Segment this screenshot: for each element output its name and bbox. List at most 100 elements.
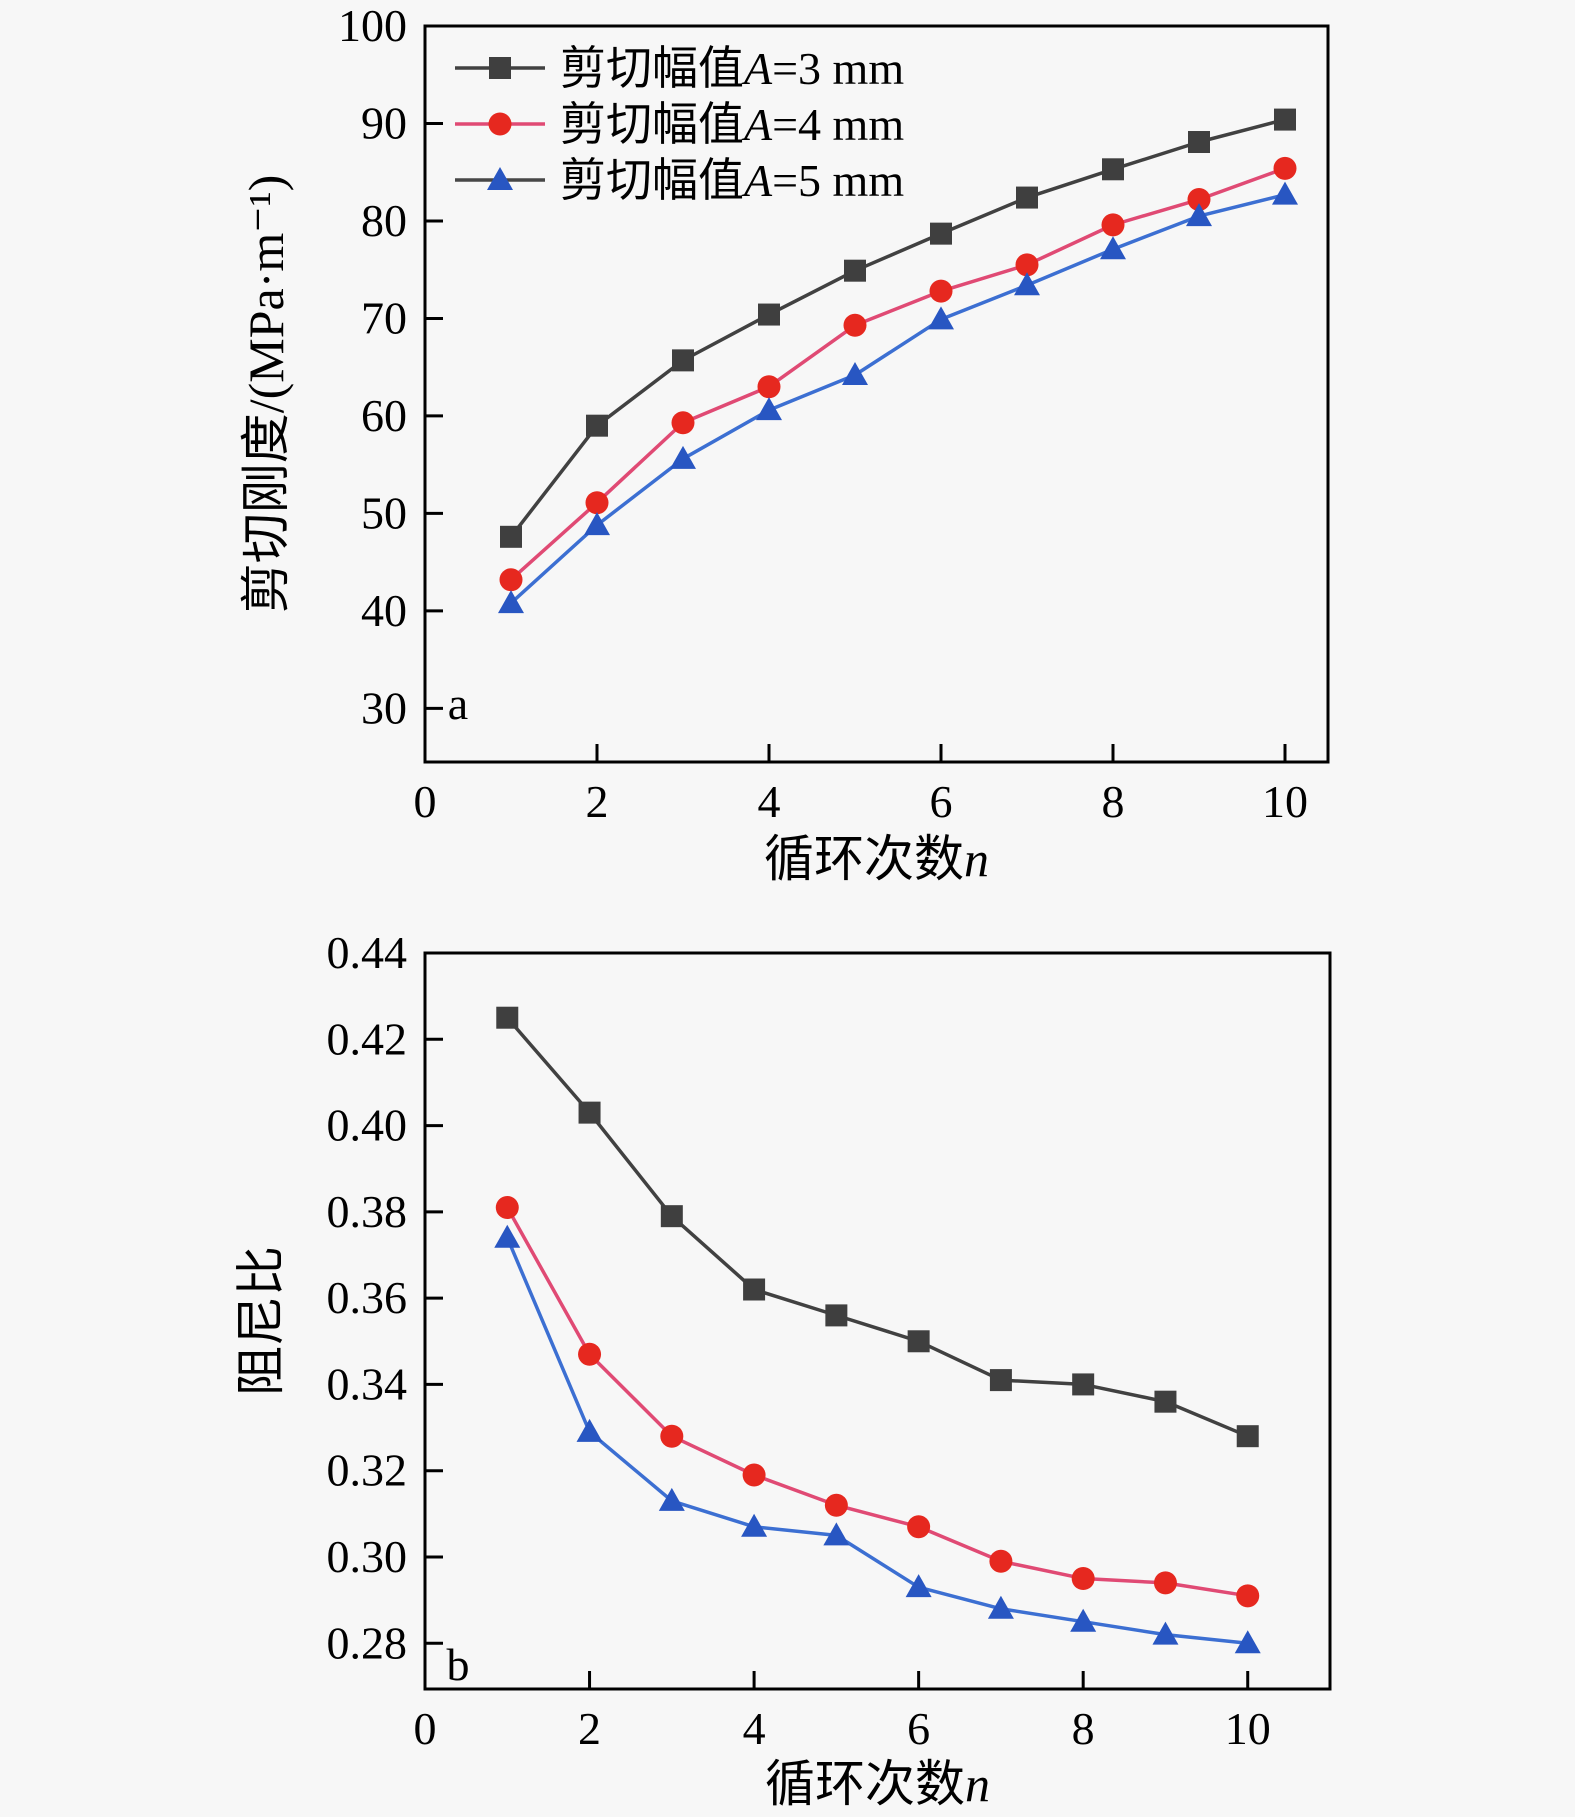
data-point-square-marker	[825, 1304, 848, 1327]
data-point-triangle-marker	[987, 1595, 1014, 1619]
y-tick-label: 0.44	[327, 927, 408, 978]
data-point-square-marker	[758, 303, 780, 326]
data-point-triangle-marker	[905, 1574, 932, 1598]
y-tick-label: 60	[361, 390, 407, 441]
legend-label: 剪切幅值A=4 mm	[560, 99, 904, 150]
y-tick-label: 0.40	[327, 1100, 408, 1151]
data-point-circle-marker	[824, 1493, 848, 1517]
data-point-square-marker	[1072, 1373, 1095, 1396]
x-tick-label: 0	[414, 776, 437, 827]
series-line	[505, 1206, 1248, 1598]
y-tick-label: 0.38	[327, 1186, 408, 1237]
data-point-circle-marker	[757, 375, 781, 399]
data-point-circle-marker	[742, 1463, 766, 1487]
data-point-triangle-marker	[741, 1513, 768, 1537]
data-point-circle-marker	[660, 1424, 684, 1448]
series-3	[498, 181, 1298, 614]
y-tick-label: 0.30	[327, 1531, 408, 1582]
series-2	[499, 156, 1297, 592]
x-tick-label: 8	[1072, 1703, 1095, 1754]
data-point-square-marker	[930, 222, 952, 245]
y-tick-label: 40	[361, 585, 407, 636]
series-2	[495, 1196, 1260, 1608]
data-point-square-marker	[1154, 1390, 1177, 1413]
data-point-square-marker	[660, 1205, 683, 1228]
series-line	[509, 117, 1286, 538]
data-point-triangle-marker	[670, 445, 696, 469]
y-tick-label: 0.42	[327, 1013, 408, 1064]
data-point-triangle-marker	[658, 1487, 685, 1511]
data-point-square-marker	[500, 525, 522, 548]
data-point-triangle-marker	[1100, 236, 1126, 260]
y-tick-label: 100	[338, 0, 407, 51]
data-point-square-marker	[989, 1369, 1012, 1392]
data-point-circle-marker	[843, 313, 867, 337]
data-point-circle-marker	[578, 1342, 602, 1366]
x-tick-label: 8	[1102, 776, 1125, 827]
y-tick-label: 0.36	[327, 1272, 408, 1323]
series-line	[505, 1237, 1248, 1646]
legend-item: 剪切幅值A=5 mm	[455, 155, 904, 206]
data-point-triangle-marker	[487, 167, 513, 190]
data-point-circle-marker	[499, 568, 523, 592]
data-point-circle-marker	[1187, 188, 1211, 212]
chart-panel-b: 0 2 4 6 8 10 0.28 0.30 0.32 0.34 0.36 0.38 0.40 0.42 0…	[233, 927, 1332, 1812]
series-1	[500, 108, 1296, 548]
data-point-triangle-marker	[1186, 203, 1212, 227]
data-point-circle-marker	[907, 1515, 931, 1539]
series-1	[496, 1006, 1259, 1448]
x-tick-label: 10	[1225, 1703, 1271, 1754]
x-axis-label: 循环次数n	[765, 1756, 990, 1812]
data-point-triangle-marker	[1152, 1621, 1179, 1645]
data-point-square-marker	[578, 1101, 601, 1124]
y-tick-label: 0.28	[327, 1617, 408, 1668]
legend-label: 剪切幅值A=3 mm	[560, 43, 904, 94]
data-point-circle-marker	[495, 1196, 519, 1220]
data-point-triangle-marker	[576, 1418, 603, 1442]
data-point-circle-marker	[671, 411, 695, 435]
x-tick-label: 6	[907, 1703, 930, 1754]
y-tick-label: 50	[361, 487, 407, 538]
data-point-triangle-marker	[1014, 272, 1040, 296]
legend-label: 剪切幅值A=5 mm	[560, 155, 904, 206]
y-tick-label: 80	[361, 195, 407, 246]
data-point-square-marker	[1188, 131, 1210, 154]
data-point-circle-marker	[1153, 1571, 1177, 1595]
data-point-circle-marker	[1273, 156, 1297, 180]
data-point-circle-marker	[488, 112, 512, 136]
x-tick-label: 4	[758, 776, 781, 827]
x-tick-label: 2	[586, 776, 609, 827]
data-point-triangle-marker	[1234, 1630, 1261, 1654]
data-point-triangle-marker	[842, 361, 868, 385]
data-point-square-marker	[1236, 1425, 1259, 1448]
x-tick-label: 4	[743, 1703, 766, 1754]
data-point-square-marker	[586, 414, 608, 437]
data-point-triangle-marker	[756, 397, 782, 421]
data-point-triangle-marker	[823, 1522, 850, 1546]
x-axis-label: 循环次数n	[764, 831, 989, 887]
x-tick-label: 6	[930, 776, 953, 827]
y-tick-label: 90	[361, 97, 407, 148]
data-point-square-marker	[844, 259, 866, 282]
data-point-circle-marker	[989, 1549, 1013, 1573]
data-point-circle-marker	[1101, 213, 1125, 237]
panel-label: a	[448, 678, 468, 729]
y-tick-label: 0.34	[327, 1358, 408, 1409]
data-point-square-marker	[907, 1330, 930, 1353]
series-line	[509, 192, 1286, 605]
data-point-triangle-marker	[1070, 1608, 1097, 1632]
y-tick-label: 0.32	[327, 1445, 408, 1496]
panel-label: b	[447, 1639, 470, 1690]
data-point-circle-marker	[585, 491, 609, 515]
series-line	[505, 1016, 1249, 1438]
data-point-triangle-marker	[928, 306, 954, 330]
data-point-triangle-marker	[1272, 181, 1298, 205]
data-point-square-marker	[489, 57, 511, 79]
y-tick-label: 70	[361, 292, 407, 343]
x-tick-label: 0	[414, 1703, 437, 1754]
plot-frame	[423, 24, 1330, 764]
data-point-square-marker	[496, 1006, 519, 1029]
